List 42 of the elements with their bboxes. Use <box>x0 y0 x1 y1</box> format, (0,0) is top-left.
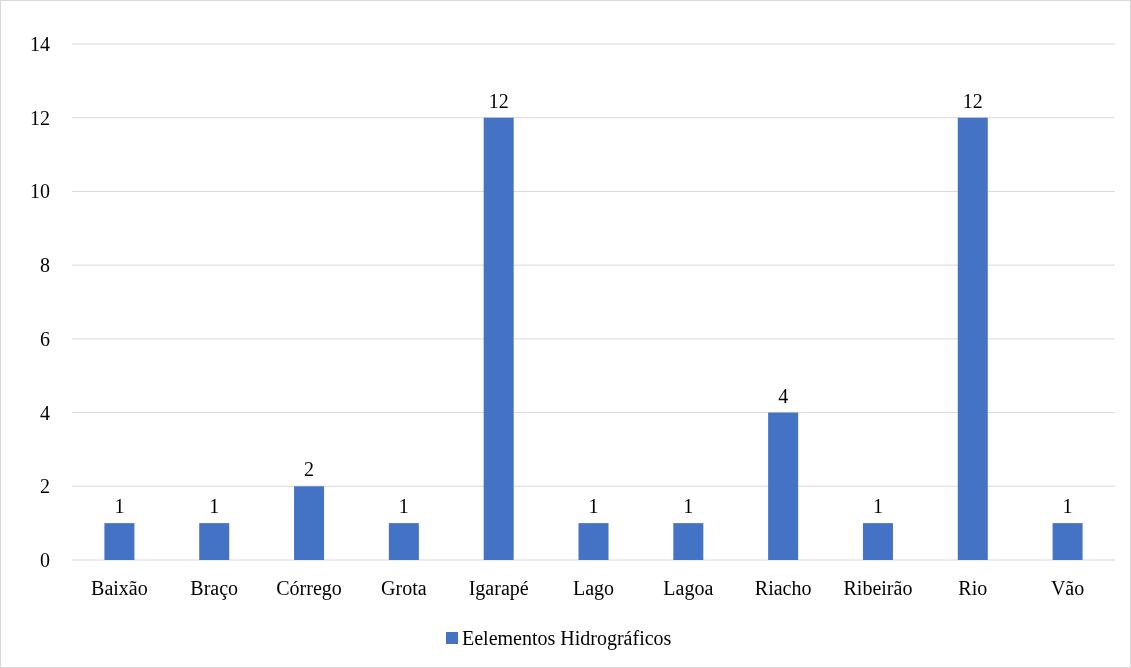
bar <box>578 523 609 560</box>
x-tick-label: Grota <box>381 577 427 599</box>
bar <box>388 523 419 560</box>
data-label: 1 <box>588 495 599 518</box>
data-label: 1 <box>398 495 409 518</box>
y-tick-label: 12 <box>30 106 50 129</box>
bar <box>199 523 230 560</box>
data-label: 1 <box>872 495 883 518</box>
y-tick-label: 8 <box>40 254 50 277</box>
x-tick-label: Rio <box>958 577 988 599</box>
x-tick-label: Lagoa <box>663 577 714 600</box>
data-label: 4 <box>778 384 789 407</box>
bar <box>957 117 988 560</box>
bar <box>673 523 704 560</box>
legend-label: Eelementos Hidrográficos <box>462 627 672 650</box>
data-label: 1 <box>1062 495 1073 518</box>
data-label: 1 <box>209 495 220 518</box>
y-tick-label: 2 <box>40 475 50 498</box>
bar <box>862 523 893 560</box>
x-tick-label: Córrego <box>276 577 342 600</box>
data-label: 1 <box>114 495 125 518</box>
x-tick-label: Ribeirão <box>843 577 913 599</box>
bar <box>483 117 514 560</box>
x-tick-label: Baixão <box>91 577 148 599</box>
y-tick-label: 4 <box>40 401 50 424</box>
bar <box>768 412 799 560</box>
data-label: 1 <box>683 495 694 518</box>
x-tick-label: Riacho <box>754 577 812 599</box>
bar <box>294 486 325 560</box>
x-tick-label: Igarapé <box>468 577 529 600</box>
data-label: 12 <box>488 89 509 112</box>
data-label: 12 <box>962 89 983 112</box>
y-tick-label: 6 <box>40 327 50 350</box>
x-tick-label: Lago <box>572 577 615 600</box>
y-tick-label: 0 <box>40 549 50 571</box>
x-tick-label: Vão <box>1050 577 1085 599</box>
bar <box>104 523 135 560</box>
data-label: 2 <box>304 458 315 481</box>
y-tick-label: 10 <box>30 180 50 203</box>
y-tick-label: 14 <box>30 33 50 55</box>
x-tick-label: Braço <box>190 577 239 600</box>
bar <box>1052 523 1083 560</box>
